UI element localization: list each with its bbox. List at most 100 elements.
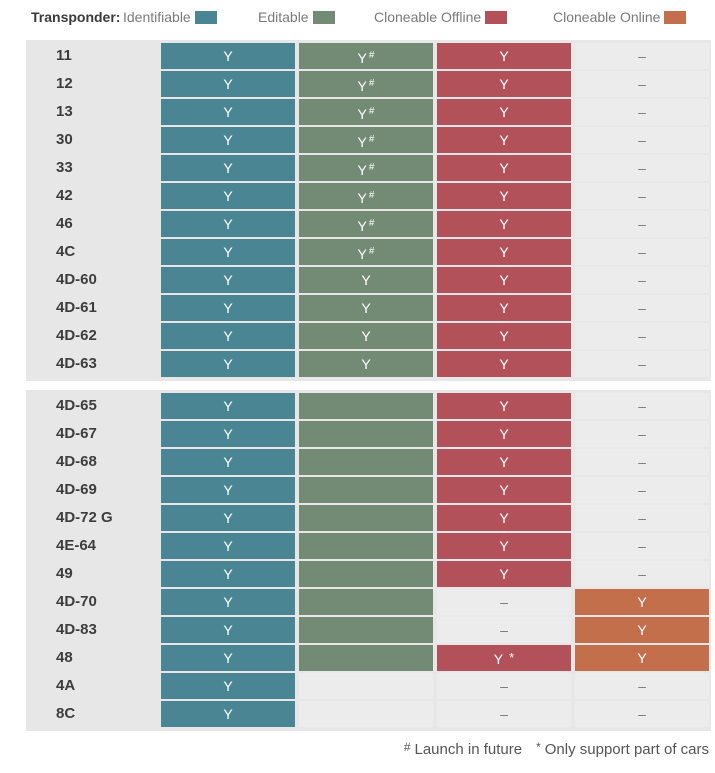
- table-row: 4D-61 Y Y Y –: [26, 294, 711, 322]
- table-row: 4D-65 Y Y –: [26, 392, 711, 420]
- editable-cell: [299, 645, 433, 671]
- online-cell: –: [575, 239, 709, 265]
- transponder-name: 30: [56, 131, 73, 148]
- identifiable-cell: Y: [161, 673, 295, 699]
- online-cell: –: [575, 701, 709, 727]
- transponder-name: 11: [56, 47, 72, 64]
- identifiable-cell: Y: [161, 701, 295, 727]
- identifiable-cell: Y: [161, 155, 295, 181]
- table-row: 4C Y Y # Y –: [26, 238, 711, 266]
- table-row: 42 Y Y # Y –: [26, 182, 711, 210]
- footnote-launch: # Launch in future: [403, 740, 523, 758]
- offline-cell: –: [437, 589, 571, 615]
- online-cell: –: [575, 421, 709, 447]
- identifiable-swatch: [194, 11, 217, 24]
- offline-swatch: [485, 11, 508, 24]
- offline-cell: Y: [437, 449, 571, 475]
- identifiable-cell: Y: [161, 351, 295, 377]
- online-cell: –: [575, 267, 709, 293]
- offline-cell: Y: [437, 393, 571, 419]
- offline-cell: Y: [437, 533, 571, 559]
- offline-cell: Y: [437, 43, 571, 69]
- identifiable-cell: Y: [161, 71, 295, 97]
- online-cell: –: [575, 323, 709, 349]
- footnotes: # Launch in future * Only support part of c…: [0, 740, 709, 758]
- online-cell: –: [575, 533, 709, 559]
- table-row: 4D-83 Y – Y: [26, 616, 711, 644]
- online-cell: –: [575, 449, 709, 475]
- transponder-table: 11 Y Y # Y –12 Y Y # Y –13 Y Y # Y –30 Y Y # Y –33 Y Y # Y –42 Y Y #…: [26, 40, 711, 731]
- identifiable-cell: Y: [161, 505, 295, 531]
- editable-cell: Y #: [299, 99, 433, 125]
- table-row: 4D-63 Y Y Y –: [26, 350, 711, 378]
- editable-cell: [299, 617, 433, 643]
- offline-cell: Y: [437, 477, 571, 503]
- identifiable-cell: Y: [161, 239, 295, 265]
- table-row: 4D-69 Y Y –: [26, 476, 711, 504]
- editable-cell: Y: [299, 323, 433, 349]
- offline-cell: –: [437, 617, 571, 643]
- identifiable-cell: Y: [161, 533, 295, 559]
- editable-cell: Y #: [299, 71, 433, 97]
- footnote-partial: * Only support part of cars: [536, 740, 709, 758]
- table-row: 46 Y Y # Y –: [26, 210, 711, 238]
- editable-cell: Y #: [299, 183, 433, 209]
- editable-cell: [299, 589, 433, 615]
- transponder-name: 4D-62: [56, 327, 97, 344]
- table-row: 4D-62 Y Y Y –: [26, 322, 711, 350]
- transponder-name: 8C: [56, 705, 76, 722]
- identifiable-cell: Y: [161, 645, 295, 671]
- editable-cell: Y: [299, 351, 433, 377]
- transponder-name: 4D-67: [56, 425, 97, 442]
- online-cell: –: [575, 673, 709, 699]
- editable-cell: Y #: [299, 127, 433, 153]
- offline-cell: Y *: [437, 645, 571, 671]
- legend-identifiable: Identifiable: [123, 9, 217, 25]
- offline-cell: Y: [437, 71, 571, 97]
- online-cell: –: [575, 127, 709, 153]
- table-row: 11 Y Y # Y –: [26, 42, 711, 70]
- online-cell: Y: [575, 645, 709, 671]
- transponder-name: 33: [56, 159, 73, 176]
- transponder-name: 4C: [56, 243, 76, 260]
- online-cell: –: [575, 351, 709, 377]
- offline-cell: Y: [437, 155, 571, 181]
- transponder-name: 4D-60: [56, 271, 97, 288]
- online-swatch: [664, 11, 687, 24]
- online-cell: –: [575, 393, 709, 419]
- offline-cell: Y: [437, 323, 571, 349]
- table-row: 4D-72 G Y Y –: [26, 504, 711, 532]
- table-row: 4D-68 Y Y –: [26, 448, 711, 476]
- table-row: 49 Y Y –: [26, 560, 711, 588]
- identifiable-cell: Y: [161, 211, 295, 237]
- editable-cell: Y #: [299, 239, 433, 265]
- offline-cell: Y: [437, 127, 571, 153]
- identifiable-cell: Y: [161, 323, 295, 349]
- identifiable-cell: Y: [161, 183, 295, 209]
- editable-cell: Y #: [299, 43, 433, 69]
- identifiable-cell: Y: [161, 421, 295, 447]
- offline-cell: Y: [437, 561, 571, 587]
- identifiable-cell: Y: [161, 589, 295, 615]
- editable-cell: [299, 533, 433, 559]
- offline-cell: Y: [437, 183, 571, 209]
- legend-cloneable-online: Cloneable Online: [553, 9, 687, 25]
- offline-cell: Y: [437, 99, 571, 125]
- editable-cell: Y #: [299, 211, 433, 237]
- online-cell: Y: [575, 589, 709, 615]
- transponder-name: 4D-70: [56, 593, 97, 610]
- editable-cell: [299, 421, 433, 447]
- identifiable-cell: Y: [161, 99, 295, 125]
- legend-title: Transponder:: [31, 9, 121, 25]
- transponder-name: 4A: [56, 677, 76, 694]
- transponder-name: 4D-72 G: [56, 509, 113, 526]
- identifiable-cell: Y: [161, 295, 295, 321]
- legend-editable: Editable: [258, 9, 335, 25]
- offline-cell: Y: [437, 267, 571, 293]
- online-cell: –: [575, 477, 709, 503]
- transponder-name: 4D-69: [56, 481, 97, 498]
- table-row: 13 Y Y # Y –: [26, 98, 711, 126]
- identifiable-cell: Y: [161, 393, 295, 419]
- online-cell: –: [575, 561, 709, 587]
